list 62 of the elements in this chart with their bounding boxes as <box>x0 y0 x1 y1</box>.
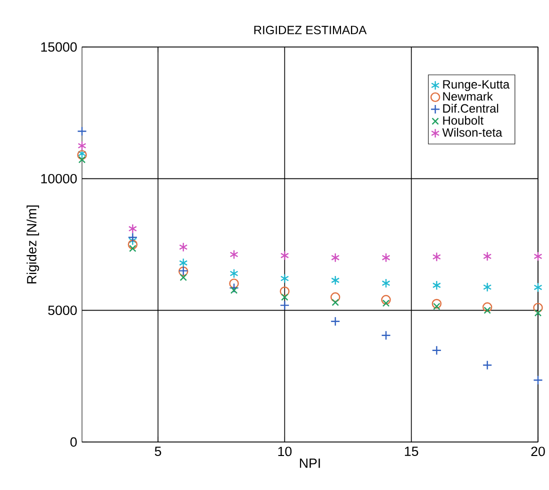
x-axis-title: NPI <box>300 458 320 468</box>
point <box>129 244 136 252</box>
x-tick-label: 20 <box>531 446 545 456</box>
point <box>280 286 290 296</box>
legend-label: Newmark <box>443 92 493 101</box>
point <box>330 292 340 302</box>
point <box>534 282 542 292</box>
y-tick-label: 15000 <box>41 42 77 52</box>
y-tick-label: 0 <box>70 437 77 447</box>
point <box>229 278 239 288</box>
point <box>482 302 492 312</box>
point <box>180 274 187 282</box>
point <box>432 345 442 356</box>
point <box>77 126 87 136</box>
point <box>432 252 441 262</box>
point <box>482 360 492 370</box>
point <box>483 282 492 292</box>
point <box>230 268 238 278</box>
chart-title: RIGIDEZ ESTIMADA <box>254 26 367 34</box>
point <box>432 280 441 290</box>
point <box>382 300 390 307</box>
point <box>280 274 289 284</box>
point <box>280 300 290 310</box>
legend-label: Wilson-teta <box>442 128 502 137</box>
point <box>128 236 137 246</box>
point <box>331 252 340 263</box>
point <box>229 283 239 293</box>
point <box>533 302 543 313</box>
x-tick-label: 5 <box>154 446 162 456</box>
point <box>534 309 542 317</box>
point <box>230 286 238 294</box>
y-axis-title: Rigidez [N/m] <box>26 205 40 284</box>
point <box>78 140 86 151</box>
legend-label: Runge-Kutta <box>443 80 510 91</box>
y-tick-label: 10000 <box>41 174 77 184</box>
y-tick-label: 5000 <box>48 306 77 316</box>
point <box>484 306 491 314</box>
point <box>330 316 340 326</box>
point <box>483 251 492 262</box>
legend-label: Houbolt <box>443 116 484 125</box>
point <box>381 330 391 340</box>
point <box>179 242 188 252</box>
point <box>128 224 137 234</box>
point <box>533 375 543 385</box>
point <box>179 258 188 268</box>
point <box>128 232 138 242</box>
point <box>433 302 440 310</box>
point <box>281 294 288 301</box>
legend-label: Dif.Central <box>443 104 498 113</box>
point <box>230 250 238 260</box>
point <box>78 156 86 164</box>
point <box>128 240 138 250</box>
x-tick-label: 10 <box>278 446 292 456</box>
point <box>280 250 289 260</box>
point <box>382 252 390 263</box>
point <box>382 278 390 288</box>
point <box>432 298 442 309</box>
point <box>534 251 542 262</box>
point <box>332 298 339 306</box>
x-tick-label: 15 <box>404 446 418 456</box>
point <box>331 275 340 286</box>
point <box>381 294 391 305</box>
